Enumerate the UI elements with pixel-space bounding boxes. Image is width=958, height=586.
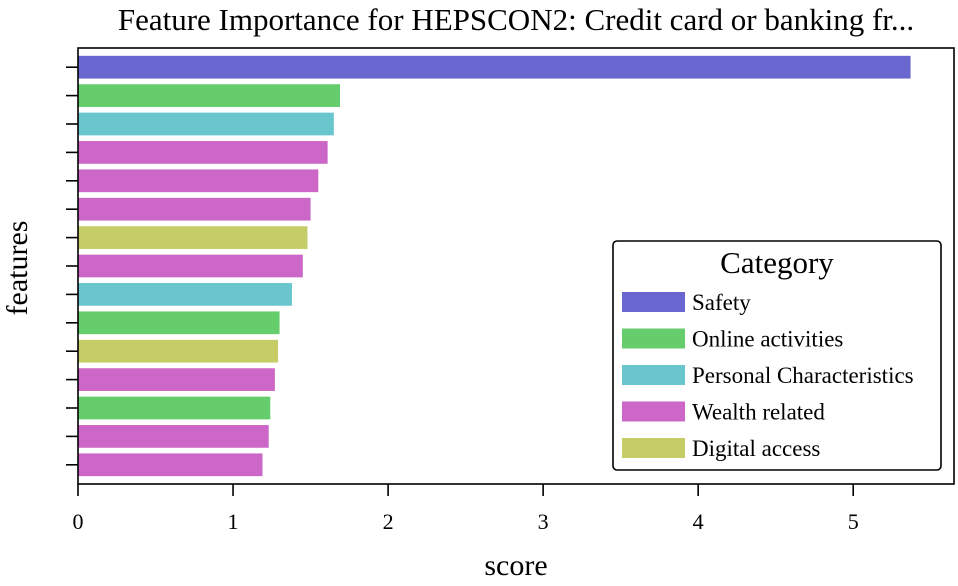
bar [78, 84, 341, 107]
x-tick-label: 4 [693, 509, 704, 534]
legend-swatch [622, 401, 685, 422]
x-tick-label: 0 [73, 509, 84, 534]
bar [78, 339, 279, 363]
legend-label: Personal Characteristics [692, 363, 914, 388]
legend-label: Online activities [692, 327, 843, 352]
bar [78, 368, 275, 391]
x-tick-label: 2 [383, 509, 394, 534]
legend-box [612, 240, 942, 471]
bar [78, 226, 308, 249]
bars-group [78, 55, 911, 477]
x-axis-label: score [484, 549, 547, 582]
bar [78, 425, 269, 448]
legend-swatch [622, 328, 685, 349]
legend-swatch [622, 438, 685, 458]
bar [78, 396, 271, 420]
bar [78, 453, 263, 477]
bar [78, 283, 292, 306]
x-tick-label: 3 [538, 509, 549, 534]
legend-swatch [622, 365, 685, 385]
bar [78, 169, 319, 193]
x-tick-label: 5 [848, 509, 859, 534]
legend-label: Wealth related [692, 400, 825, 425]
legend-swatch [622, 292, 685, 312]
bar [78, 112, 334, 136]
chart-title: Feature Importance for HEPSCON2: Credit … [118, 2, 914, 37]
legend-label: Digital access [692, 436, 820, 461]
legend: Category Safety Online activities Personal … [612, 240, 942, 471]
bar [78, 55, 911, 79]
bar [78, 197, 311, 221]
axes-group: 0 1 2 3 4 5 [66, 47, 955, 534]
x-tick-label: 1 [228, 509, 239, 534]
bar [78, 141, 328, 164]
legend-label: Safety [692, 290, 751, 315]
bar [78, 311, 280, 335]
legend-title: Category [720, 245, 834, 280]
y-axis-label: features [1, 221, 34, 316]
bar [78, 254, 303, 278]
